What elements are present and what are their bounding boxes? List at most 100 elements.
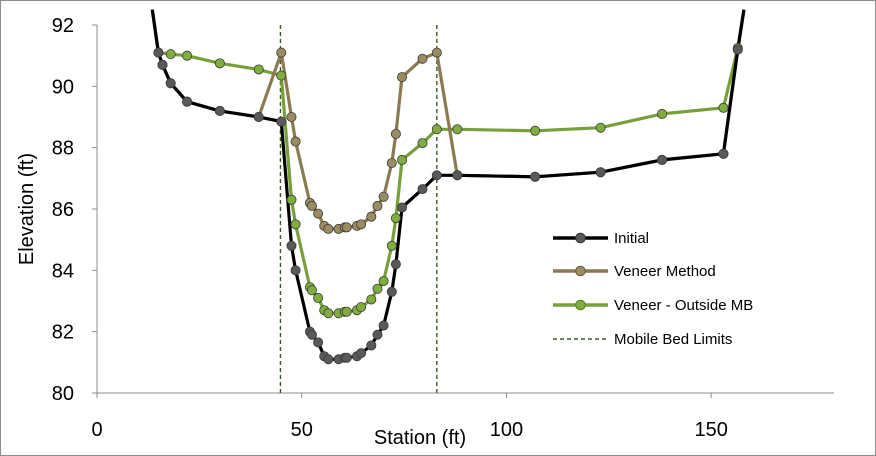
data-point-veneer-outside-mb	[595, 122, 606, 133]
data-point-initial	[214, 105, 225, 116]
legend-label-veneer-outside-mb: Veneer - Outside MB	[614, 297, 753, 314]
data-point-veneer-outside-mb	[313, 292, 324, 303]
data-point-veneer-method	[378, 191, 389, 202]
data-point-veneer-outside-mb	[341, 306, 352, 317]
data-point-veneer-outside-mb	[276, 70, 287, 81]
data-point-veneer-method	[276, 47, 287, 58]
data-point-veneer-outside-mb	[214, 58, 225, 69]
data-point-veneer-outside-mb	[431, 124, 442, 135]
data-point-initial	[657, 154, 668, 165]
data-point-initial	[313, 337, 324, 348]
data-point-veneer-method	[431, 47, 442, 58]
data-point-veneer-method	[390, 128, 401, 139]
data-point-veneer-outside-mb	[718, 102, 729, 113]
data-point-veneer-outside-mb	[372, 283, 383, 294]
legend-entry-mobile-bed-limits: Mobile Bed Limits	[553, 331, 732, 348]
data-point-initial	[306, 329, 317, 340]
data-point-initial	[356, 348, 367, 359]
x-tick-label: 0	[91, 419, 102, 441]
data-point-veneer-outside-mb	[356, 302, 367, 313]
tick-labels: 0 50 100 150 80 82 84 86 88 90 92	[52, 15, 728, 441]
data-point-veneer-outside-mb	[657, 108, 668, 119]
legend-background	[548, 222, 783, 360]
series-line-veneer-outside-mb	[150, 9, 746, 315]
data-point-initial	[341, 352, 352, 363]
data-point-veneer-method	[386, 157, 397, 168]
legend-marker-veneer-outside-mb	[575, 299, 586, 311]
data-point-veneer-method	[372, 200, 383, 211]
data-point-veneer-outside-mb	[386, 240, 397, 251]
axes	[92, 24, 834, 398]
y-tick-label: 82	[52, 322, 74, 344]
data-point-veneer-method	[397, 72, 408, 83]
data-point-initial	[397, 202, 408, 213]
data-point-initial	[386, 286, 397, 297]
y-tick-label: 84	[52, 260, 74, 282]
data-point-initial	[276, 116, 287, 127]
data-point-veneer-method	[313, 208, 324, 219]
data-point-veneer-outside-mb	[378, 276, 389, 287]
data-point-veneer-outside-mb	[253, 64, 264, 75]
y-tick-label: 80	[52, 383, 74, 405]
data-point-initial	[286, 240, 297, 251]
data-point-veneer-outside-mb	[323, 308, 334, 319]
legend-label-initial: Initial	[614, 230, 649, 247]
data-point-veneer-method	[417, 53, 428, 64]
data-point-veneer-method	[323, 223, 334, 234]
legend-marker-initial	[575, 232, 586, 244]
y-tick-label: 90	[52, 76, 74, 98]
data-point-initial	[452, 170, 463, 181]
data-point-initial	[390, 259, 401, 270]
data-point-initial	[323, 354, 334, 365]
y-tick-label: 86	[52, 199, 74, 221]
data-point-initial	[366, 340, 377, 351]
data-point-veneer-method	[290, 136, 301, 147]
series-line-veneer-method	[150, 9, 746, 231]
series-markers	[153, 43, 743, 365]
x-tick-label: 100	[490, 419, 523, 441]
legend-entry-veneer-method: Veneer Method	[553, 263, 716, 280]
data-point-initial	[182, 96, 193, 107]
legend-label-mobile-bed-limits: Mobile Bed Limits	[614, 331, 732, 348]
data-point-veneer-outside-mb	[397, 154, 408, 165]
legend-label-veneer-method: Veneer Method	[614, 263, 716, 280]
data-point-initial	[290, 265, 301, 276]
data-point-veneer-outside-mb	[286, 194, 297, 205]
data-point-initial	[431, 170, 442, 181]
data-point-initial	[530, 171, 541, 182]
data-point-veneer-outside-mb	[290, 219, 301, 230]
data-point-veneer-outside-mb	[452, 124, 463, 135]
data-point-initial	[372, 329, 383, 340]
data-point-initial	[165, 78, 176, 89]
data-point-veneer-outside-mb	[165, 49, 176, 60]
data-point-veneer-method	[341, 222, 352, 233]
mobile-bed-limit-lines	[279, 25, 438, 393]
legend-entry-initial: Initial	[553, 230, 649, 247]
data-point-veneer-outside-mb	[417, 138, 428, 149]
data-point-veneer-outside-mb	[182, 50, 193, 61]
legend-entry-veneer-outside-mb: Veneer - Outside MB	[553, 297, 753, 314]
legend: Initial Veneer Method Veneer - Outside M…	[548, 222, 783, 360]
x-tick-label: 50	[291, 419, 313, 441]
data-point-veneer-method	[356, 219, 367, 230]
y-axis-title: Elevation (ft)	[16, 153, 38, 265]
data-point-veneer-outside-mb	[390, 213, 401, 224]
data-point-initial	[595, 167, 606, 178]
data-point-veneer-method	[286, 112, 297, 123]
data-point-veneer-method	[366, 211, 377, 222]
data-point-initial	[153, 47, 164, 58]
data-point-initial	[417, 184, 428, 195]
data-point-veneer-outside-mb	[530, 125, 541, 136]
data-point-veneer-method	[306, 200, 317, 211]
x-axis-title: Station (ft)	[374, 427, 466, 449]
data-point-veneer-outside-mb	[306, 285, 317, 296]
data-point-initial	[157, 59, 168, 70]
data-point-initial	[732, 44, 743, 55]
data-point-initial	[253, 112, 264, 123]
y-tick-label: 92	[52, 15, 74, 37]
legend-marker-veneer-method	[575, 265, 586, 277]
data-point-initial	[378, 320, 389, 331]
data-point-veneer-outside-mb	[366, 294, 377, 305]
data-point-initial	[718, 148, 729, 159]
